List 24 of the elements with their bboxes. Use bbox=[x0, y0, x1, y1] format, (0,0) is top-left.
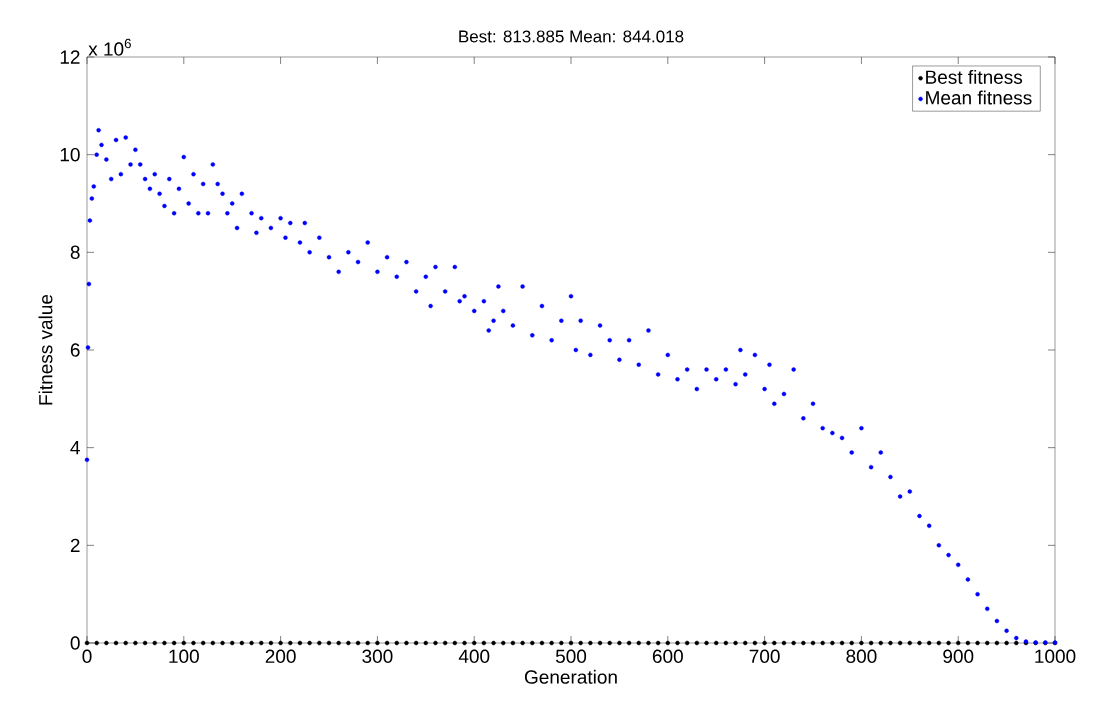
text: x 10$^{6}$ bbox=[88, 38, 131, 56]
legend-label: Mean fitness bbox=[926, 90, 1032, 105]
x-tick-label: 300 bbox=[362, 649, 393, 663]
x-tick-label: 0 bbox=[82, 649, 92, 663]
x-tick-label: 700 bbox=[749, 649, 780, 663]
y-tick-label: 10 bbox=[60, 147, 80, 162]
y-tick-label: 6 bbox=[70, 343, 80, 357]
x-tick-label: 900 bbox=[943, 649, 974, 663]
y-tick-label: 4 bbox=[70, 441, 80, 455]
y-tick-label: 2 bbox=[70, 538, 80, 552]
chart-title: Best: 813.885 Mean: 844.018 bbox=[459, 30, 684, 43]
x-tick-label: 200 bbox=[265, 649, 296, 663]
x-tick-label: 500 bbox=[555, 649, 587, 663]
y-tick-label: 8 bbox=[70, 245, 80, 260]
x-axis-title: Generation bbox=[524, 669, 617, 684]
legend-label: Best fitness bbox=[926, 69, 1023, 84]
x-tick-label: 100 bbox=[169, 649, 199, 663]
x-tick-label: 600 bbox=[652, 649, 683, 663]
x-tick-label: 400 bbox=[458, 649, 490, 663]
y-tick-label: 0 bbox=[70, 636, 80, 650]
y-tick-label: 12 bbox=[60, 50, 80, 64]
x-tick-label: 1000 bbox=[1035, 649, 1076, 663]
x-tick-label: 800 bbox=[846, 649, 877, 663]
y-axis-title: Fitness value bbox=[38, 294, 53, 405]
